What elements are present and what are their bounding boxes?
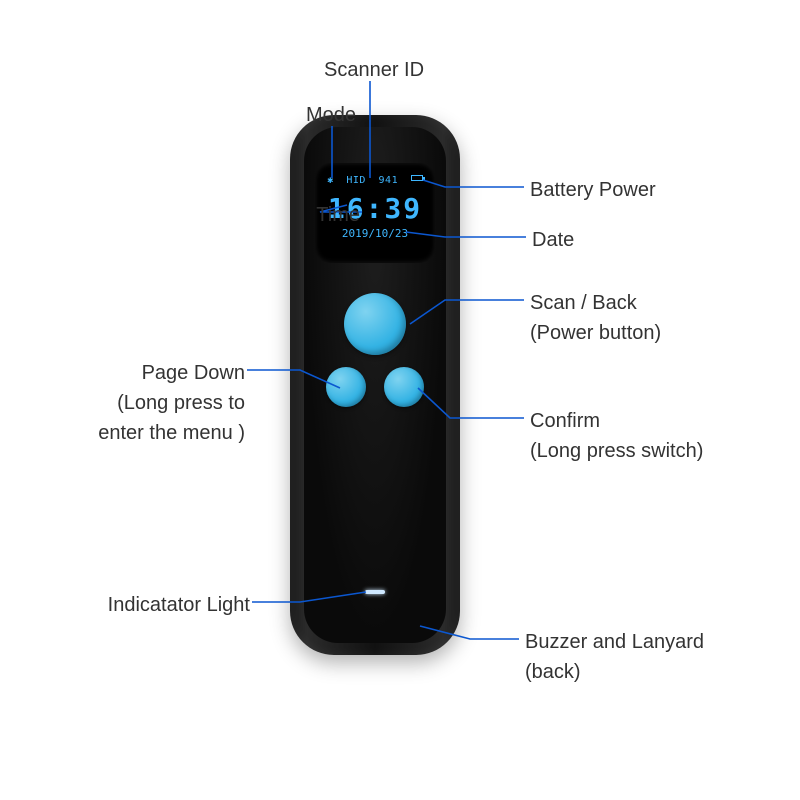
label-buzzer-lanyard: Buzzer and Lanyard (back) — [525, 627, 704, 687]
label-subtext: (Long press switch) — [530, 436, 703, 466]
label-subtext: (Power button) — [530, 318, 661, 348]
label-page-down: Page Down (Long press toenter the menu ) — [85, 358, 245, 448]
scanner-device: ✱ HID 941 16:39 2019/10/23 — [290, 115, 460, 655]
label-text: Battery Power — [530, 179, 656, 201]
label-text: Mode — [306, 104, 356, 126]
indicator-light — [365, 590, 385, 594]
bluetooth-icon: ✱ — [327, 175, 334, 186]
label-text: Indicatator Light — [108, 594, 250, 616]
label-text: Confirm — [530, 410, 600, 432]
label-scanner-id: Scanner ID — [324, 55, 424, 85]
label-date: Date — [532, 225, 574, 255]
scan-back-button[interactable] — [344, 293, 406, 355]
screen-status-row: ✱ HID 941 — [315, 175, 435, 190]
label-indicator-light: Indicatator Light — [90, 590, 250, 620]
label-subtext: enter the menu ) — [85, 418, 245, 448]
label-mode: Mode — [196, 100, 356, 130]
confirm-button[interactable] — [384, 367, 424, 407]
label-confirm: Confirm (Long press switch) — [530, 406, 703, 466]
screen-mode: HID — [346, 175, 366, 186]
screen-scanner-id: 941 — [379, 175, 399, 186]
label-battery: Battery Power — [530, 175, 656, 205]
battery-icon — [411, 175, 423, 181]
label-text: Time — [316, 204, 360, 226]
label-text: Scan / Back — [530, 292, 637, 314]
label-text: Scanner ID — [324, 59, 424, 81]
label-subtext: (back) — [525, 657, 704, 687]
label-time: Time — [200, 200, 360, 230]
label-text: Date — [532, 229, 574, 251]
label-text: Buzzer and Lanyard — [525, 631, 704, 653]
label-subtext: (Long press to — [85, 388, 245, 418]
label-text: Page Down — [142, 362, 245, 384]
page-down-button[interactable] — [326, 367, 366, 407]
label-scan-back: Scan / Back (Power button) — [530, 288, 661, 348]
